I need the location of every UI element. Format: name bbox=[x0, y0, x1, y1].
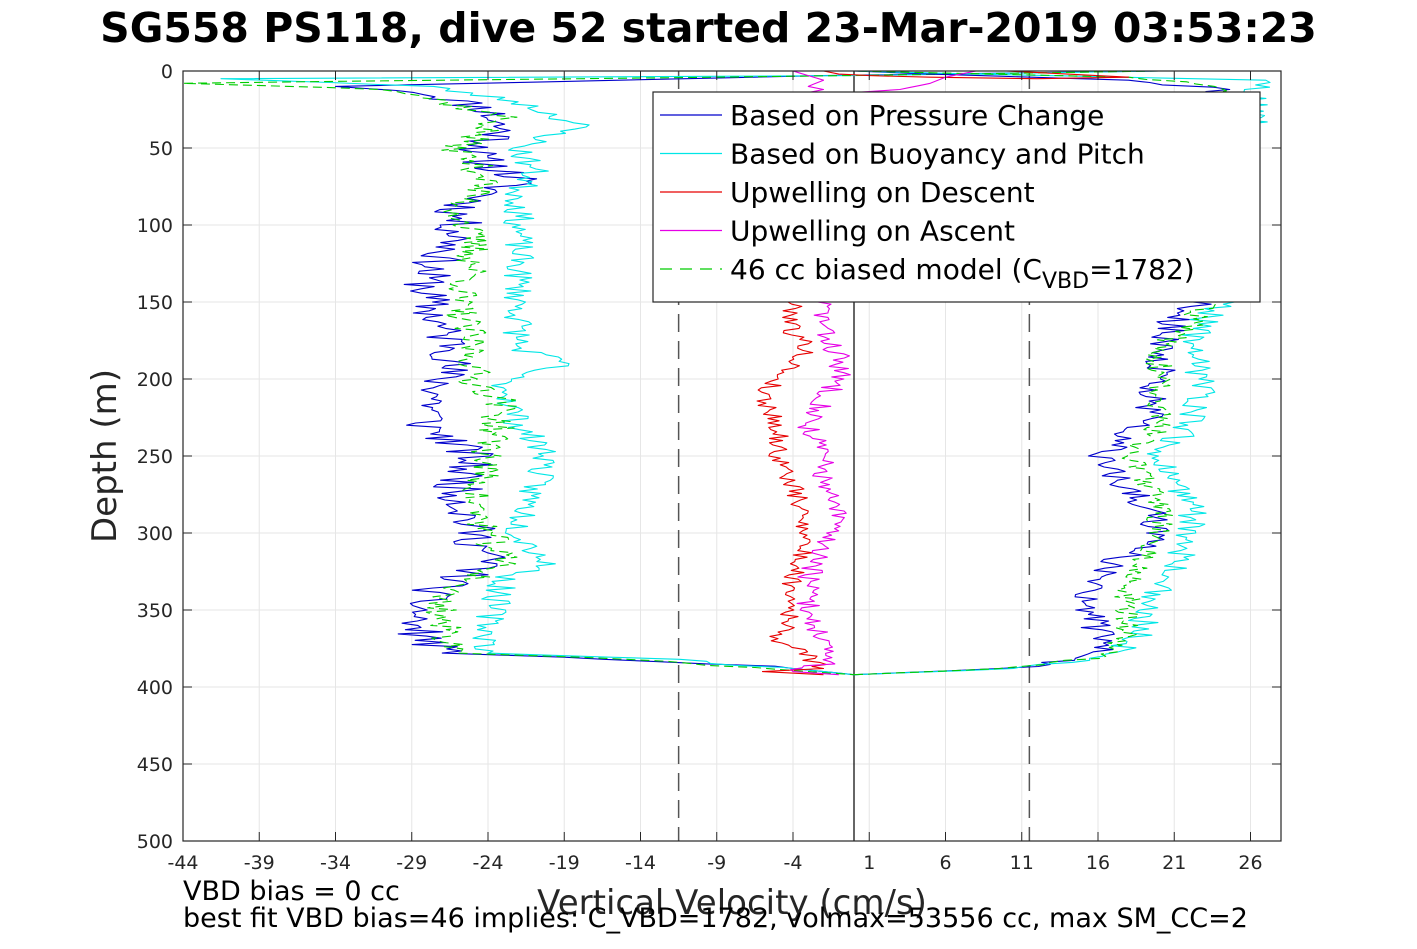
x-axis-label: Vertical Velocity (cm/s) bbox=[537, 883, 927, 923]
x-tick-label: 21 bbox=[1162, 852, 1186, 874]
x-tick-label: -24 bbox=[472, 852, 503, 874]
legend-label: 46 cc biased model (CVBD=1782) bbox=[730, 253, 1195, 294]
legend-label: Based on Buoyancy and Pitch bbox=[730, 138, 1145, 171]
x-tick-label: 16 bbox=[1086, 852, 1110, 874]
series-line-pressure-descent bbox=[334, 70, 1160, 676]
y-tick-label: 50 bbox=[149, 138, 173, 160]
axis-ticks: -44 -39 -34 -29 -24 -19 -14 -9 -4 1 6 11 16 21 2605010… bbox=[137, 61, 1281, 874]
legend-box bbox=[652, 91, 1261, 303]
legend-label: Upwelling on Ascent bbox=[730, 215, 1015, 248]
series-group bbox=[182, 70, 1271, 676]
x-tick-label: 26 bbox=[1238, 852, 1262, 874]
y-tick-label: 200 bbox=[137, 369, 173, 391]
x-tick-label: -44 bbox=[167, 852, 198, 874]
chart-title: SG558 PS118, dive 52 started 23-Mar-2019… bbox=[100, 4, 1317, 52]
x-tick-label: -9 bbox=[707, 852, 726, 874]
vbd-bias-note: VBD bias = 0 cc bbox=[183, 876, 400, 907]
y-tick-label: 150 bbox=[137, 292, 173, 314]
x-tick-label: -19 bbox=[549, 852, 580, 874]
x-tick-label: -39 bbox=[244, 852, 275, 874]
legend: Based on Pressure Change Based on Buoyanc… bbox=[652, 91, 1261, 303]
x-tick-label: -34 bbox=[320, 852, 351, 874]
y-tick-label: 500 bbox=[137, 831, 173, 853]
y-tick-label: 100 bbox=[137, 215, 173, 237]
series-line-upwelling-descent bbox=[756, 301, 827, 676]
x-tick-label: 11 bbox=[1010, 852, 1034, 874]
y-tick-label: 0 bbox=[161, 61, 173, 83]
x-tick-label: -4 bbox=[784, 852, 803, 874]
y-tick-label: 300 bbox=[137, 523, 173, 545]
x-tick-label: 1 bbox=[863, 852, 875, 874]
series-line-buoyancy-descent bbox=[220, 70, 1160, 676]
y-tick-label: 450 bbox=[137, 754, 173, 776]
series-line-upwelling-descent-surface bbox=[823, 70, 1130, 80]
y-axis-label: Depth (m) bbox=[85, 369, 125, 543]
legend-label: Upwelling on Descent bbox=[730, 176, 1035, 209]
series-line-model-ascent bbox=[853, 70, 1247, 676]
y-tick-label: 350 bbox=[137, 600, 173, 622]
series-line-model-descent bbox=[182, 70, 1160, 676]
legend-label: Based on Pressure Change bbox=[730, 99, 1104, 132]
x-tick-label: -14 bbox=[625, 852, 656, 874]
series-line-upwelling-ascent bbox=[790, 301, 851, 676]
y-tick-label: 400 bbox=[137, 677, 173, 699]
x-tick-label: -29 bbox=[396, 852, 427, 874]
x-tick-label: 6 bbox=[939, 852, 951, 874]
best-fit-note: best fit VBD bias=46 implies: C_VBD=1782… bbox=[183, 903, 1248, 934]
y-tick-label: 250 bbox=[137, 446, 173, 468]
